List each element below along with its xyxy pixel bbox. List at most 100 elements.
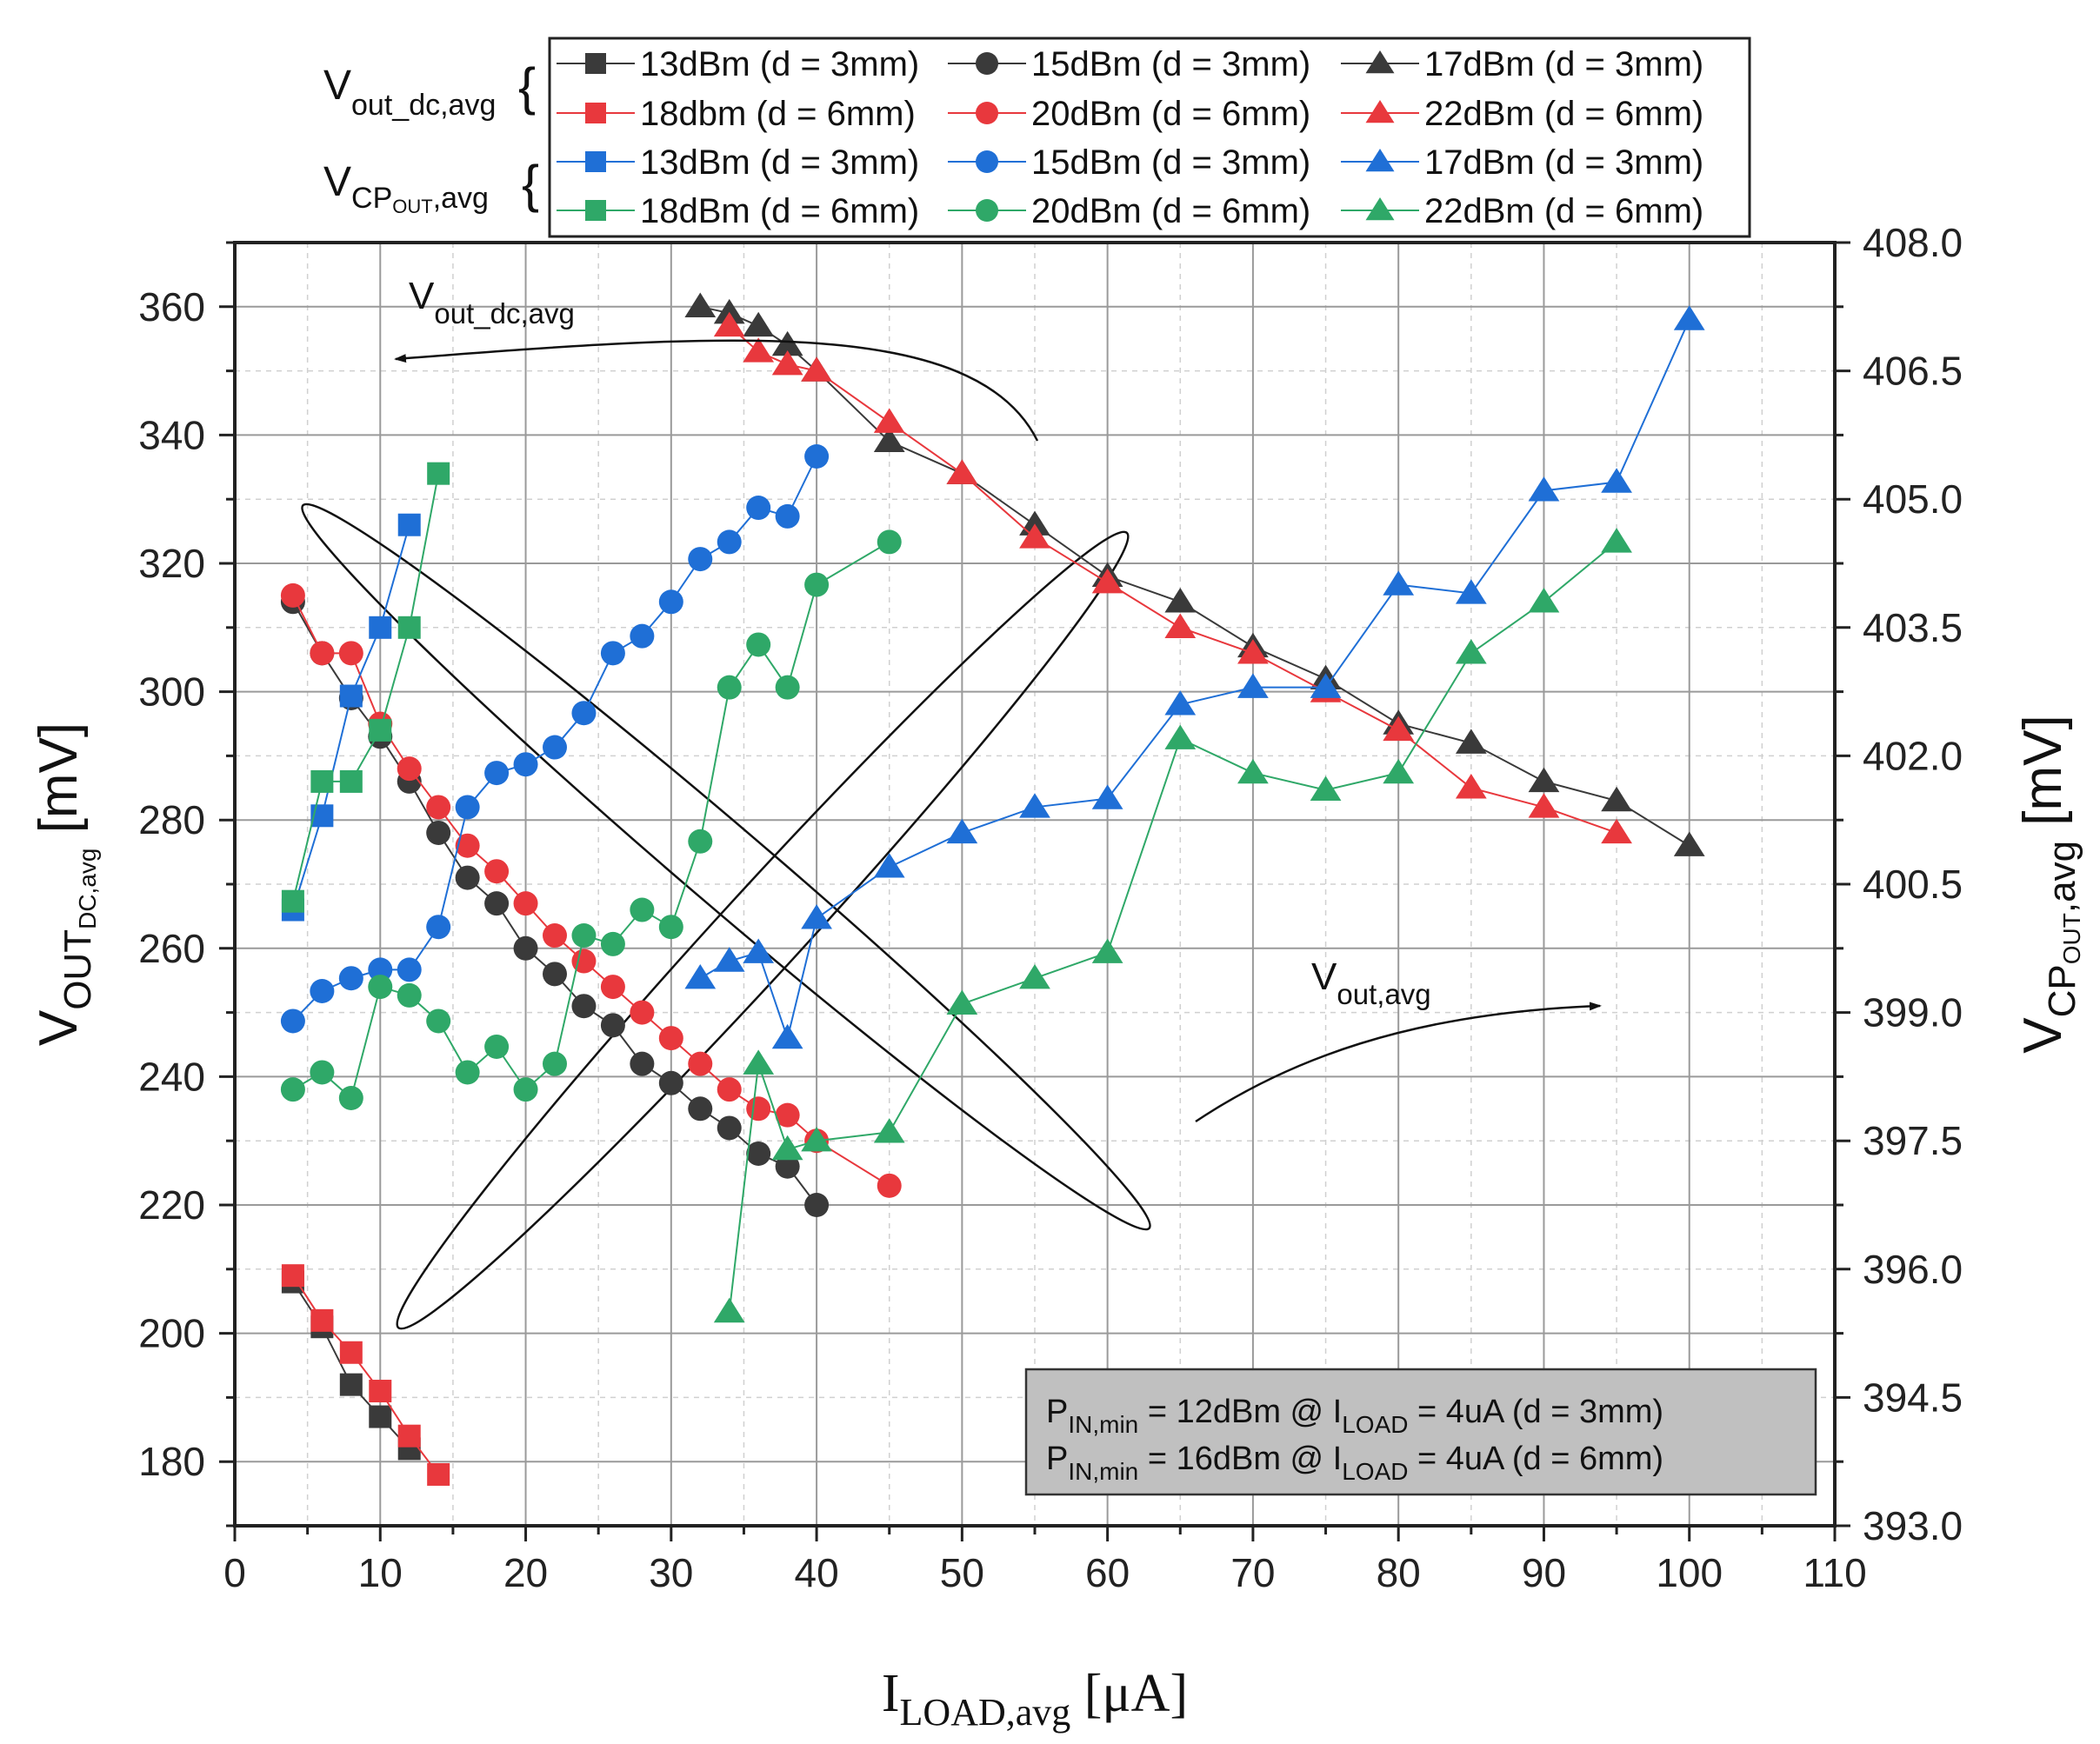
- data-point: [1237, 758, 1269, 784]
- data-point: [1164, 588, 1197, 613]
- data-point: [338, 966, 363, 991]
- y-left-tick-label: 200: [138, 1311, 205, 1356]
- data-point: [339, 1341, 363, 1364]
- data-point: [873, 427, 905, 452]
- x-tick-labels: 0 10 20 30 40 50 60 70 80 90 100 110: [223, 1550, 1866, 1595]
- data-point: [543, 1051, 567, 1076]
- series-layer: [280, 292, 1705, 1486]
- data-point: [684, 963, 717, 989]
- legend-swatch-marker: [976, 199, 998, 222]
- legend-frame: [548, 37, 1751, 238]
- x-tick-label: 40: [795, 1550, 839, 1595]
- axis-ticks: [219, 241, 1850, 1541]
- y-right-tick-label: 396.0: [1863, 1247, 1963, 1292]
- data-point: [571, 994, 597, 1019]
- y-left-tick-label: 280: [138, 797, 205, 842]
- data-point: [746, 1141, 771, 1166]
- data-point: [873, 853, 905, 878]
- data-point: [775, 1154, 800, 1179]
- data-point: [543, 962, 567, 987]
- data-point: [1601, 528, 1632, 553]
- data-point: [771, 330, 803, 356]
- series-line: [291, 473, 440, 902]
- x-tick-label: 80: [1377, 1550, 1421, 1595]
- legend-label: 20dBm (d = 6mm): [1031, 192, 1310, 230]
- data-point: [455, 865, 480, 890]
- data-point: [427, 1462, 450, 1486]
- data-point: [630, 1000, 655, 1025]
- data-point: [369, 1380, 392, 1403]
- data-point: [775, 1102, 800, 1128]
- data-point: [280, 1077, 305, 1102]
- vout-dc-ellipse: [396, 530, 1130, 1330]
- data-point: [630, 623, 655, 649]
- y-right-tick-label: 399.0: [1863, 990, 1963, 1035]
- data-point: [427, 462, 450, 485]
- data-point: [1528, 476, 1560, 502]
- data-point: [455, 795, 480, 820]
- data-point: [1455, 579, 1487, 604]
- data-point: [1019, 510, 1050, 536]
- data-point: [684, 292, 717, 317]
- y-right-tick-label: 408.0: [1863, 220, 1963, 265]
- legend-swatch-marker: [585, 200, 606, 221]
- data-point: [339, 684, 363, 708]
- data-point: [310, 641, 335, 666]
- data-point: [771, 1135, 803, 1161]
- data-point: [310, 769, 334, 793]
- y-left-tick-label: 260: [138, 926, 205, 971]
- y-right-axis-title: VCPOUT,avg [mV]: [2013, 715, 2085, 1053]
- info-box: PIN,min = 12dBm @ ILOAD = 4uA (d = 3mm) …: [1024, 1368, 1817, 1496]
- data-point: [775, 675, 800, 700]
- data-point: [426, 915, 451, 940]
- legend-label: 20dBm (d = 6mm): [1031, 95, 1310, 133]
- data-point: [1237, 639, 1269, 664]
- data-point: [543, 735, 567, 760]
- data-point: [1091, 938, 1123, 963]
- y-right-tick-labels: 393.0 394.5 396.0 397.5 399.0 400.5 402.0 403.5…: [1863, 220, 1963, 1548]
- legend-entries: 13dBm (d = 3mm) 15dBm (d = 3mm) 17dBm (d =…: [557, 45, 1703, 230]
- data-point: [513, 752, 538, 777]
- data-point: [873, 1118, 905, 1143]
- x-tick-label: 60: [1085, 1550, 1130, 1595]
- data-point: [743, 337, 775, 363]
- legend-swatch-marker: [585, 53, 606, 74]
- x-tick-label: 110: [1803, 1550, 1866, 1595]
- legend-label: 13dBm (d = 3mm): [640, 143, 919, 182]
- data-point: [1601, 786, 1632, 812]
- legend-swatch-marker: [1365, 100, 1395, 123]
- y-left-tick-label: 180: [138, 1439, 205, 1484]
- data-point: [804, 444, 830, 469]
- data-point: [397, 513, 421, 536]
- x-tick-label: 50: [940, 1550, 984, 1595]
- data-point: [338, 641, 363, 666]
- data-point: [281, 889, 304, 913]
- x-tick-label: 90: [1522, 1550, 1566, 1595]
- data-point: [688, 829, 713, 854]
- data-point: [281, 1264, 304, 1288]
- data-point: [746, 1096, 771, 1122]
- data-point: [1019, 793, 1050, 818]
- data-point: [571, 949, 597, 974]
- data-point: [1673, 305, 1705, 330]
- y-right-tick-label: 394.5: [1863, 1375, 1963, 1420]
- y-right-tick-label: 393.0: [1863, 1503, 1963, 1548]
- data-point: [397, 616, 421, 639]
- data-point: [688, 547, 713, 572]
- data-point: [804, 1193, 830, 1217]
- data-point: [717, 529, 742, 555]
- data-point: [369, 1405, 392, 1428]
- data-point: [426, 820, 451, 845]
- series-8: [684, 305, 1705, 1049]
- data-point: [1164, 613, 1197, 638]
- legend-entry: 13dBm (d = 3mm): [557, 45, 919, 83]
- legend-entry: 15dBm (d = 3mm): [948, 45, 1310, 83]
- data-point: [717, 1115, 742, 1141]
- x-tick-label: 10: [358, 1550, 403, 1595]
- data-point: [280, 1008, 305, 1034]
- data-point: [1310, 775, 1342, 801]
- legend-swatch-marker: [585, 151, 606, 172]
- data-point: [397, 982, 422, 1008]
- legend-entry: 13dBm (d = 3mm): [557, 143, 919, 182]
- data-point: [397, 957, 422, 982]
